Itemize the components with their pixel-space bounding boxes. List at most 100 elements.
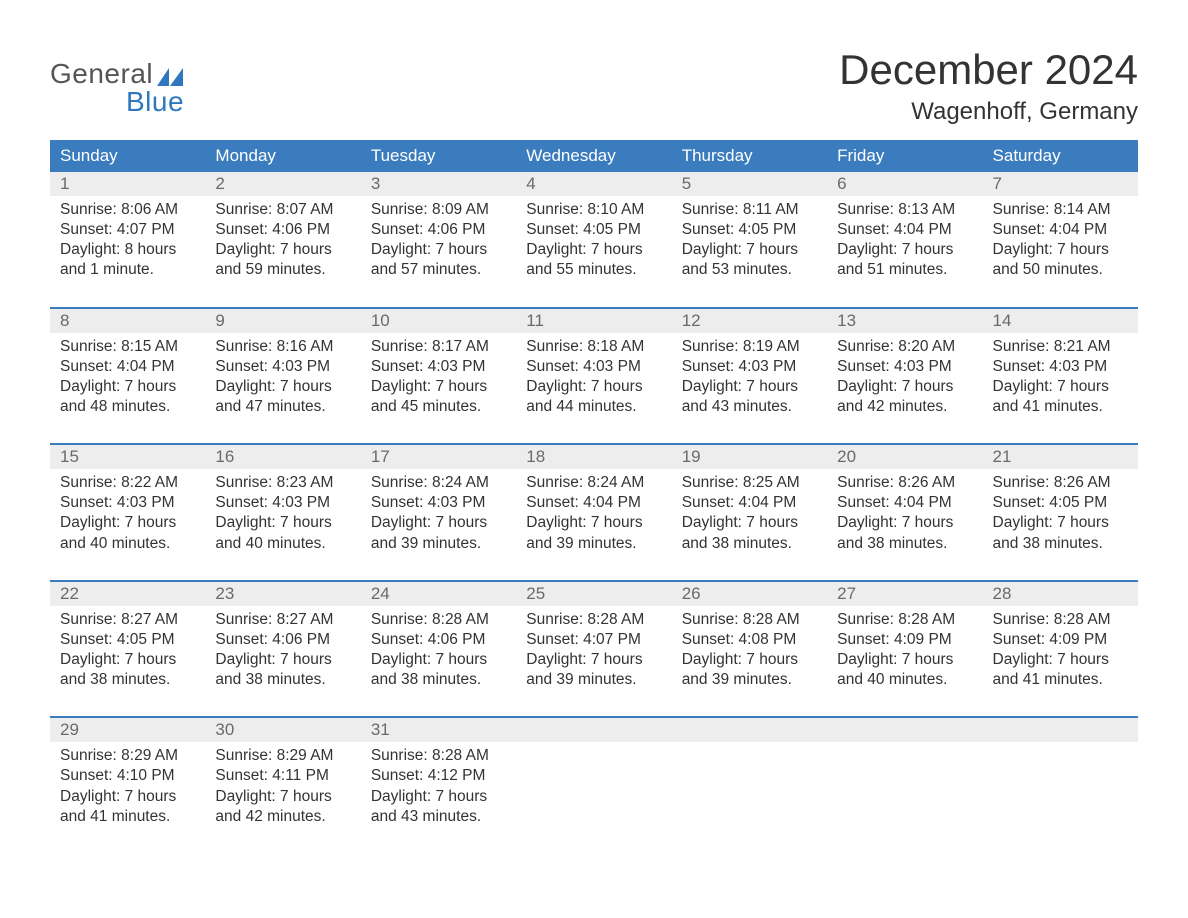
day-details: Sunrise: 8:15 AMSunset: 4:04 PMDaylight:… [50, 333, 205, 418]
daylight-text-1: Daylight: 7 hours [371, 787, 506, 807]
sunset-text: Sunset: 4:03 PM [371, 493, 506, 513]
day-details [827, 742, 982, 827]
day-number: 10 [361, 309, 516, 333]
day-number: 29 [50, 718, 205, 742]
day-details: Sunrise: 8:14 AMSunset: 4:04 PMDaylight:… [983, 196, 1138, 281]
daylight-text-2: and 42 minutes. [837, 397, 972, 417]
daylight-text-2: and 50 minutes. [993, 260, 1128, 280]
daylight-text-1: Daylight: 7 hours [371, 377, 506, 397]
sunrise-text: Sunrise: 8:20 AM [837, 337, 972, 357]
sunrise-text: Sunrise: 8:15 AM [60, 337, 195, 357]
sunset-text: Sunset: 4:03 PM [371, 357, 506, 377]
header: General Blue December 2024 Wagenhoff, Ge… [50, 40, 1138, 126]
day-number: 8 [50, 309, 205, 333]
sunset-text: Sunset: 4:05 PM [526, 220, 661, 240]
day-number: 12 [672, 309, 827, 333]
daylight-text-2: and 40 minutes. [837, 670, 972, 690]
daylight-text-1: Daylight: 7 hours [837, 240, 972, 260]
sunset-text: Sunset: 4:11 PM [215, 766, 350, 786]
day-number: 19 [672, 445, 827, 469]
daylight-text-1: Daylight: 7 hours [215, 377, 350, 397]
daylight-text-2: and 38 minutes. [682, 534, 817, 554]
day-number: 24 [361, 582, 516, 606]
daylight-text-2: and 53 minutes. [682, 260, 817, 280]
sunset-text: Sunset: 4:06 PM [371, 220, 506, 240]
daylight-text-1: Daylight: 7 hours [60, 787, 195, 807]
dayhead-fri: Friday [827, 140, 982, 172]
day-details [516, 742, 671, 827]
sunset-text: Sunset: 4:09 PM [993, 630, 1128, 650]
sunset-text: Sunset: 4:03 PM [215, 357, 350, 377]
sunrise-text: Sunrise: 8:29 AM [215, 746, 350, 766]
daylight-text-1: Daylight: 7 hours [682, 240, 817, 260]
day-number [983, 718, 1138, 742]
sunset-text: Sunset: 4:10 PM [60, 766, 195, 786]
day-number: 6 [827, 172, 982, 196]
day-number: 5 [672, 172, 827, 196]
daylight-text-1: Daylight: 7 hours [526, 377, 661, 397]
day-number: 3 [361, 172, 516, 196]
day-details: Sunrise: 8:26 AMSunset: 4:04 PMDaylight:… [827, 469, 982, 554]
day-number: 4 [516, 172, 671, 196]
daylight-text-2: and 55 minutes. [526, 260, 661, 280]
day-details: Sunrise: 8:28 AMSunset: 4:09 PMDaylight:… [983, 606, 1138, 691]
daylight-text-1: Daylight: 7 hours [837, 513, 972, 533]
sunrise-text: Sunrise: 8:13 AM [837, 200, 972, 220]
daylight-text-2: and 41 minutes. [993, 397, 1128, 417]
sunset-text: Sunset: 4:04 PM [682, 493, 817, 513]
daylight-text-2: and 38 minutes. [837, 534, 972, 554]
daylight-text-2: and 38 minutes. [215, 670, 350, 690]
day-number [516, 718, 671, 742]
day-details: Sunrise: 8:29 AMSunset: 4:10 PMDaylight:… [50, 742, 205, 827]
day-details: Sunrise: 8:28 AMSunset: 4:07 PMDaylight:… [516, 606, 671, 691]
daylight-text-2: and 57 minutes. [371, 260, 506, 280]
day-number: 15 [50, 445, 205, 469]
sunrise-text: Sunrise: 8:28 AM [526, 610, 661, 630]
daylight-text-2: and 41 minutes. [993, 670, 1128, 690]
sunset-text: Sunset: 4:05 PM [682, 220, 817, 240]
day-header-row: Sunday Monday Tuesday Wednesday Thursday… [50, 140, 1138, 172]
day-number: 28 [983, 582, 1138, 606]
daylight-text-2: and 43 minutes. [371, 807, 506, 827]
day-number: 17 [361, 445, 516, 469]
day-number: 26 [672, 582, 827, 606]
daylight-text-1: Daylight: 7 hours [215, 513, 350, 533]
sunset-text: Sunset: 4:12 PM [371, 766, 506, 786]
calendar: Sunday Monday Tuesday Wednesday Thursday… [50, 140, 1138, 853]
daylight-text-1: Daylight: 7 hours [682, 513, 817, 533]
day-number [827, 718, 982, 742]
dayhead-sat: Saturday [983, 140, 1138, 172]
day-details: Sunrise: 8:09 AMSunset: 4:06 PMDaylight:… [361, 196, 516, 281]
day-details: Sunrise: 8:24 AMSunset: 4:04 PMDaylight:… [516, 469, 671, 554]
day-details: Sunrise: 8:28 AMSunset: 4:08 PMDaylight:… [672, 606, 827, 691]
daylight-text-2: and 42 minutes. [215, 807, 350, 827]
day-number: 9 [205, 309, 360, 333]
sunset-text: Sunset: 4:04 PM [837, 220, 972, 240]
daylight-text-1: Daylight: 7 hours [526, 650, 661, 670]
day-details: Sunrise: 8:25 AMSunset: 4:04 PMDaylight:… [672, 469, 827, 554]
dayhead-wed: Wednesday [516, 140, 671, 172]
sunrise-text: Sunrise: 8:18 AM [526, 337, 661, 357]
day-details [983, 742, 1138, 827]
daylight-text-2: and 39 minutes. [682, 670, 817, 690]
sunrise-text: Sunrise: 8:27 AM [60, 610, 195, 630]
day-details: Sunrise: 8:11 AMSunset: 4:05 PMDaylight:… [672, 196, 827, 281]
sunrise-text: Sunrise: 8:28 AM [993, 610, 1128, 630]
daybody-row: Sunrise: 8:06 AMSunset: 4:07 PMDaylight:… [50, 196, 1138, 307]
day-details: Sunrise: 8:06 AMSunset: 4:07 PMDaylight:… [50, 196, 205, 281]
day-number: 18 [516, 445, 671, 469]
daylight-text-2: and 51 minutes. [837, 260, 972, 280]
sunrise-text: Sunrise: 8:17 AM [371, 337, 506, 357]
daylight-text-2: and 38 minutes. [371, 670, 506, 690]
day-number: 31 [361, 718, 516, 742]
daylight-text-2: and 48 minutes. [60, 397, 195, 417]
daylight-text-1: Daylight: 7 hours [837, 377, 972, 397]
daynum-row: 1234567 [50, 172, 1138, 196]
daylight-text-1: Daylight: 7 hours [993, 240, 1128, 260]
daylight-text-2: and 40 minutes. [215, 534, 350, 554]
day-number: 27 [827, 582, 982, 606]
sunset-text: Sunset: 4:07 PM [526, 630, 661, 650]
sunset-text: Sunset: 4:05 PM [60, 630, 195, 650]
daynum-row: 293031 [50, 718, 1138, 742]
daybody-row: Sunrise: 8:15 AMSunset: 4:04 PMDaylight:… [50, 333, 1138, 444]
